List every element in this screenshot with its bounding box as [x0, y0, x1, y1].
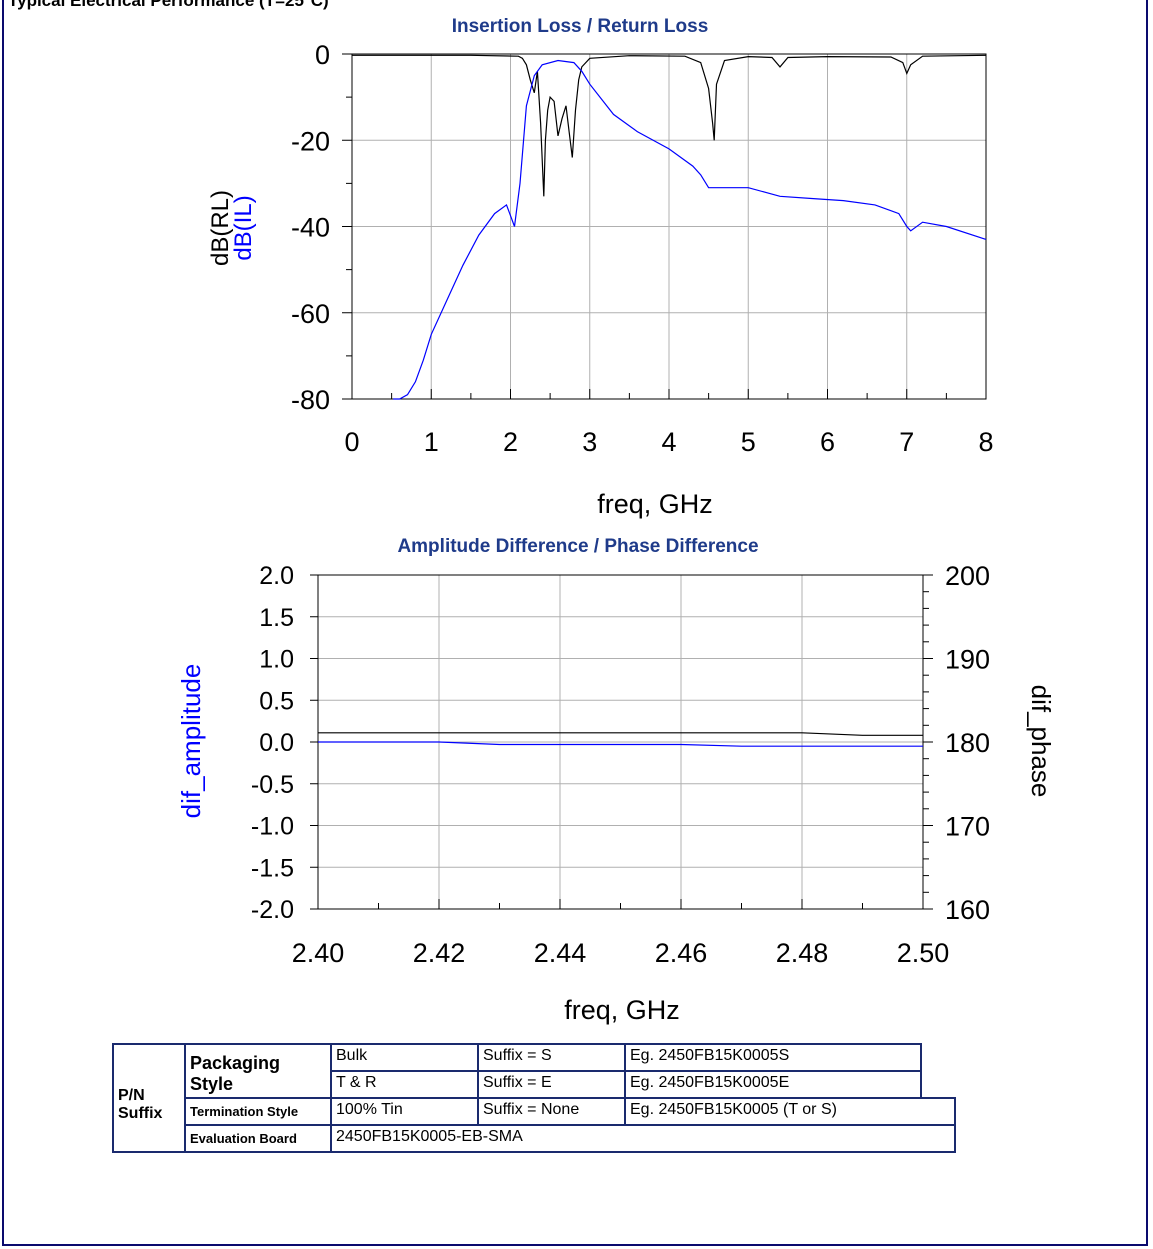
table-row: P/N Suffix Packaging Style Bulk Suffix =…	[112, 1043, 955, 1153]
chart2-xtick-label: 2.50	[897, 938, 950, 968]
chart2-tick-labels: 2.40 2.42 2.44 2.46 2.48 2.50 2.0 1.5 1.0 0.5 0.0 -…	[251, 561, 990, 968]
chart2-xtick-label: 2.48	[776, 938, 829, 968]
chart2-series	[318, 732, 923, 747]
table-cell: Suffix = None	[477, 1097, 626, 1126]
table-row-label: Evaluation Board	[184, 1124, 332, 1153]
chart1-xtick-label: 4	[661, 427, 676, 457]
table-cell: 2450FB15K0005-EB-SMA	[330, 1124, 956, 1153]
chart1-xlabel: freq, GHz	[597, 489, 713, 519]
chart2-ytick-left-label: 0.5	[259, 687, 294, 715]
chart1-tick-labels: 0 1 2 3 4 5 6 7 8 0 -20 -40 -60 -80	[291, 40, 994, 457]
chart1-grid	[342, 53, 987, 400]
table-cell: Suffix = E	[477, 1070, 626, 1099]
chart2-xlabel: freq, GHz	[564, 995, 680, 1025]
chart2-xtick-label: 2.44	[534, 938, 587, 968]
chart-insertion-return-loss: Insertion Loss / Return Loss 0 1 2 3 4 5 6 7 80-…	[207, 16, 994, 519]
chart2-ytick-right-label: 170	[945, 812, 990, 842]
table-cell: Eg. 2450FB15K0005 (T or S)	[624, 1097, 956, 1126]
chart2-ytick-left-label: 1.0	[259, 646, 294, 674]
chart1-ytick-label: -20	[291, 126, 330, 156]
chart1-ytick-label: -40	[291, 213, 330, 243]
chart1-series	[352, 54, 987, 400]
chart2-title: Amplitude Difference / Phase Difference	[397, 536, 758, 557]
table-row: T & R Suffix = E Eg. 2450FB15K0005E	[113, 1070, 955, 1099]
chart1-ytick-label: -60	[291, 299, 330, 329]
packaging-style-cell: Packaging Style	[184, 1043, 332, 1099]
table-cell: Suffix = S	[477, 1043, 626, 1072]
chart1-xtick-label: 1	[424, 427, 439, 457]
chart1-plot-area	[351, 53, 987, 400]
chart2-series-line	[318, 741, 923, 747]
packaging-label: Packaging	[190, 1053, 281, 1073]
chart1-ytick-label: -80	[291, 385, 330, 415]
table-cell: Eg. 2450FB15K0005E	[624, 1070, 922, 1099]
chart2-ytick-left-label: 1.5	[259, 604, 294, 632]
chart2-ytick-left-label: -0.5	[251, 771, 294, 799]
table-cell: 100% Tin	[330, 1097, 479, 1126]
chart1-xtick-label: 2	[503, 427, 518, 457]
chart1-xtick-label: 8	[978, 427, 993, 457]
page-header-title: Typical Electrical Performance (T=25°C)	[8, 0, 329, 10]
chart1-xtick-label: 0	[344, 427, 359, 457]
chart2-ytick-right-label: 180	[945, 728, 990, 758]
pn-suffix-table: P/N Suffix Packaging Style Bulk Suffix =…	[112, 1043, 956, 1153]
chart2-ytick-left-label: 2.0	[259, 562, 294, 590]
suffix-label: Suffix	[118, 1105, 163, 1122]
chart1-xtick-label: 5	[741, 427, 756, 457]
chart2-ytick-left-label: -2.0	[251, 896, 294, 924]
chart1-xtick-label: 6	[820, 427, 835, 457]
chart1-xtick-label: 3	[582, 427, 597, 457]
table-row: Termination Style 100% Tin Suffix = None…	[113, 1097, 956, 1126]
pn-label: P/N	[118, 1087, 145, 1104]
chart1-ylabel-il: dB(IL)	[230, 195, 257, 260]
chart1-xtick-label: 7	[899, 427, 914, 457]
chart2-ytick-right-label: 160	[945, 895, 990, 925]
chart2-ytick-left-label: 0.0	[259, 729, 294, 757]
chart2-xtick-label: 2.40	[292, 938, 345, 968]
chart1-ytick-label: 0	[315, 40, 330, 70]
chart1-series-line	[393, 59, 987, 400]
table-spacer	[921, 1044, 955, 1071]
chart1-ylabel-rl: dB(RL)	[207, 190, 234, 266]
table-cell: Eg. 2450FB15K0005S	[624, 1043, 922, 1072]
table-cell: Bulk	[330, 1043, 479, 1072]
chart1-series-line	[352, 54, 987, 197]
chart2-grid	[310, 574, 933, 910]
chart2-ylabel-left: dif_amplitude	[176, 664, 206, 819]
chart2-series-line	[318, 732, 923, 736]
chart2-xtick-label: 2.46	[655, 938, 708, 968]
table-cell: T & R	[330, 1070, 479, 1099]
chart-amplitude-phase-difference: Amplitude Difference / Phase Difference …	[176, 536, 1056, 1025]
chart2-ytick-left-label: -1.5	[251, 854, 294, 882]
chart2-ytick-right-label: 190	[945, 645, 990, 675]
chart1-title: Insertion Loss / Return Loss	[452, 16, 709, 37]
chart2-ytick-right-label: 200	[945, 561, 990, 591]
chart2-ytick-left-label: -1.0	[251, 813, 294, 841]
chart2-xtick-label: 2.42	[413, 938, 466, 968]
chart2-ylabel-right: dif_phase	[1026, 685, 1056, 798]
table-row: Evaluation Board 2450FB15K0005-EB-SMA	[113, 1124, 956, 1153]
table-row-label: Termination Style	[184, 1097, 332, 1126]
table-spacer	[921, 1071, 955, 1098]
style-label: Style	[190, 1074, 234, 1094]
pn-suffix-header-cell: P/N Suffix	[112, 1043, 186, 1153]
